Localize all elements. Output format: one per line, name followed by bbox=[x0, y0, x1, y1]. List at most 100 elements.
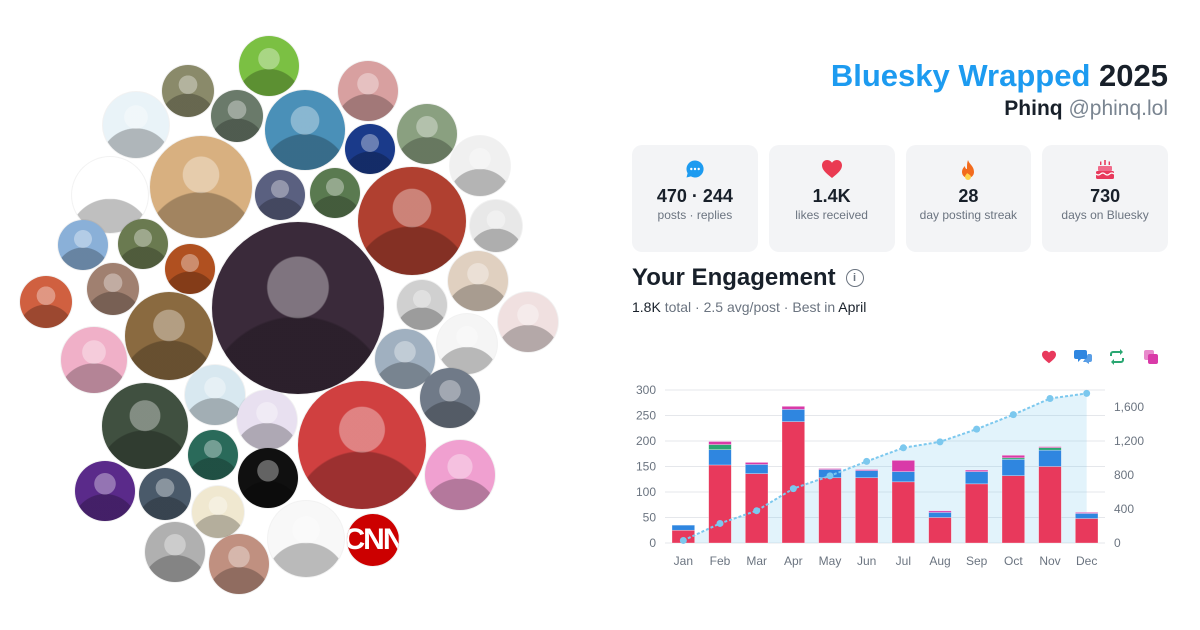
stat-value: 28 bbox=[958, 186, 979, 206]
bar-segment-likes bbox=[1075, 518, 1099, 544]
year: 2025 bbox=[1099, 58, 1168, 93]
avatar-woman-glasses-tongue[interactable] bbox=[397, 104, 457, 164]
cumulative-point bbox=[789, 485, 797, 493]
avatar-cat-face[interactable] bbox=[448, 251, 508, 311]
engagement-heading: Your Engagement i bbox=[632, 263, 864, 293]
cumulative-point bbox=[1009, 411, 1017, 419]
bar-segment-replies bbox=[781, 409, 805, 422]
avatar-tv-cartoon[interactable] bbox=[238, 448, 298, 508]
avatar-smiling-man[interactable] bbox=[139, 468, 191, 520]
page-title: Bluesky Wrapped 2025 bbox=[831, 58, 1168, 94]
avatar-hat-glasses[interactable] bbox=[118, 219, 168, 269]
bar-segment-likes bbox=[855, 477, 879, 544]
avatar-man-glasses-plaid[interactable] bbox=[211, 90, 263, 142]
speech-bubble-icon bbox=[632, 159, 758, 181]
avatar-red-cartoon[interactable] bbox=[20, 276, 72, 328]
bar-segment-likes bbox=[928, 517, 952, 544]
avatar-woman-flower-crown[interactable] bbox=[338, 61, 398, 121]
x-tick-label: Jul bbox=[896, 554, 911, 568]
y-left-tick-label: 300 bbox=[636, 383, 656, 397]
bar-segment-replies bbox=[855, 470, 879, 479]
bar-segment-likes bbox=[1038, 466, 1062, 544]
engagement-total-label: total bbox=[664, 299, 692, 315]
avatar-curly-man[interactable] bbox=[102, 383, 188, 469]
x-tick-label: Sep bbox=[966, 554, 988, 568]
display-name: Phinq bbox=[1004, 97, 1063, 120]
bar-segment-likes bbox=[781, 421, 805, 544]
bar-segment-likes bbox=[965, 483, 989, 544]
x-tick-label: Jan bbox=[674, 554, 693, 568]
avatar-cartoon-blue-hair[interactable] bbox=[58, 220, 108, 270]
x-tick-label: Oct bbox=[1004, 554, 1023, 568]
avatar-sketch-face[interactable] bbox=[450, 136, 510, 196]
repost-icon[interactable] bbox=[1106, 346, 1128, 368]
avatar-purple-hair[interactable] bbox=[75, 461, 135, 521]
avatar-grayscale-man[interactable] bbox=[145, 522, 205, 582]
app-name: Bluesky Wrapped bbox=[830, 58, 1091, 93]
avatar-anime-blonde[interactable] bbox=[150, 136, 252, 238]
avatar-green-creature[interactable] bbox=[239, 36, 299, 96]
avatar-brown-hair-anime[interactable] bbox=[237, 390, 297, 450]
cumulative-point bbox=[1083, 389, 1091, 397]
avatar-snow-bird[interactable] bbox=[420, 368, 480, 428]
heart-icon[interactable] bbox=[1038, 346, 1060, 368]
cumulative-point bbox=[1046, 395, 1054, 402]
y-left-tick-label: 0 bbox=[649, 536, 656, 550]
engagement-chart: 0 50 100 150 200 250 300 0 400 800 1,200 1,600 Jan Fe… bbox=[636, 383, 1144, 568]
info-icon[interactable]: i bbox=[845, 269, 864, 287]
stat-value: 470 · 244 bbox=[656, 186, 733, 206]
cumulative-point bbox=[973, 425, 981, 433]
x-tick-label: Feb bbox=[710, 554, 731, 568]
reply-icon[interactable] bbox=[1072, 346, 1094, 368]
bar-segment-replies bbox=[891, 471, 915, 483]
avatar-cnn-logo[interactable]: CNN bbox=[347, 514, 399, 566]
avatar-princess-bubblegum[interactable] bbox=[425, 440, 495, 510]
avatar-cloud: CNN bbox=[20, 36, 558, 594]
avatar-line-art-man[interactable] bbox=[268, 501, 344, 577]
bar-segment-quotes bbox=[745, 462, 769, 465]
avatar-man-glasses-blue[interactable] bbox=[265, 90, 345, 170]
avatar-bearded-man[interactable] bbox=[298, 381, 426, 509]
avatar-trees[interactable] bbox=[310, 168, 360, 218]
avatar-man-suit[interactable] bbox=[255, 170, 305, 220]
avatar-pink-hair-anime[interactable] bbox=[61, 327, 127, 393]
bar-segment-likes bbox=[708, 464, 732, 544]
cumulative-point bbox=[753, 507, 761, 515]
avatar-vintage-radio[interactable] bbox=[125, 292, 213, 380]
bar-segment-reposts bbox=[708, 444, 732, 450]
avatar-woman-selfie[interactable] bbox=[209, 534, 269, 594]
avatar-mouse-cartoon[interactable] bbox=[185, 365, 245, 425]
heart-icon bbox=[769, 159, 895, 181]
y-right-tick-label: 800 bbox=[1114, 468, 1134, 482]
chart-legend bbox=[1038, 346, 1162, 368]
avatar-i-am-canadian[interactable] bbox=[437, 314, 497, 374]
avatar-zombie-cartoon[interactable] bbox=[188, 430, 238, 480]
bar-segment-quotes bbox=[1001, 454, 1025, 459]
bar-segment-likes bbox=[891, 481, 915, 544]
avatar-santa-hat-woman[interactable] bbox=[358, 167, 466, 275]
bar-segment-quotes bbox=[818, 468, 842, 470]
avatar-dark-hair-woman[interactable] bbox=[87, 263, 139, 315]
x-tick-label: Dec bbox=[1076, 554, 1097, 568]
avatar-flower-crown-cartoon[interactable] bbox=[192, 486, 244, 538]
y-left-tick-label: 150 bbox=[636, 460, 656, 474]
bar-segment-quotes bbox=[891, 460, 915, 472]
user-line: Phinq @phinq.lol bbox=[831, 96, 1168, 122]
avatar-outdoor-group[interactable] bbox=[162, 65, 214, 117]
stat-value: 730 bbox=[1090, 186, 1121, 206]
y-right-tick-label: 0 bbox=[1114, 536, 1121, 550]
avatar-sketch-hair[interactable] bbox=[397, 280, 447, 330]
avatar-orange-portrait[interactable] bbox=[165, 244, 215, 294]
avatar-vampire-anime[interactable] bbox=[498, 292, 558, 352]
avatar-cyanide-happiness[interactable] bbox=[103, 92, 169, 158]
engagement-summary: 1.8K total · 2.5 avg/post · Best in Apri… bbox=[632, 299, 867, 315]
quote-icon[interactable] bbox=[1140, 346, 1162, 368]
avatar-godzilla-nebula[interactable] bbox=[212, 222, 384, 394]
stat-label: days on Bluesky bbox=[1061, 208, 1149, 222]
avatar-warcraft-logo[interactable] bbox=[345, 124, 395, 174]
bar-segment-replies bbox=[708, 449, 732, 466]
bar-segment-quotes bbox=[965, 469, 989, 472]
stat-label: likes received bbox=[795, 208, 868, 222]
avatar-grumpy-face-badge[interactable] bbox=[470, 200, 522, 252]
bar-segment-quotes bbox=[1075, 512, 1099, 514]
